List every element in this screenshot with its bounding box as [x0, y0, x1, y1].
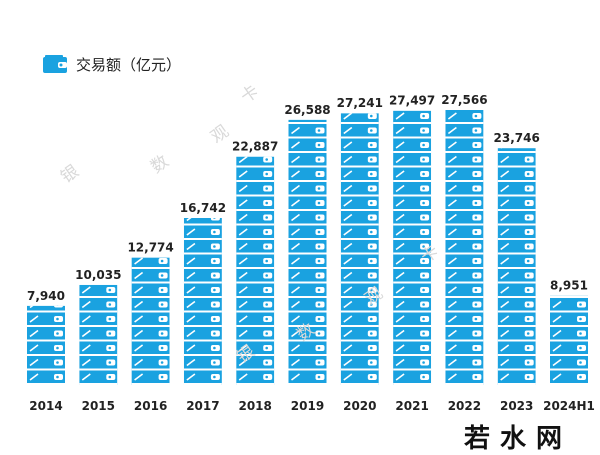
x-tick-label: 2020: [343, 399, 376, 413]
x-tick-label: 2018: [238, 399, 271, 413]
x-tick-label: 2022: [448, 399, 481, 413]
bar-2017: [183, 217, 222, 385]
chart-legend: 交易额（亿元）: [42, 52, 181, 76]
x-tick-label: 2015: [82, 399, 115, 413]
x-tick-label: 2016: [134, 399, 167, 413]
bar-2018: [236, 156, 275, 385]
bar-2014: [27, 305, 65, 385]
value-label: 8,951: [550, 279, 588, 293]
bar-2024H1: [550, 295, 588, 385]
brand-mark: 若水网: [463, 424, 572, 454]
x-tick-label: 2014: [29, 399, 62, 413]
value-label: 22,887: [232, 140, 278, 154]
bar-2022: [445, 110, 484, 385]
x-tick-label: 2023: [500, 399, 533, 413]
value-label: 27,241: [337, 96, 383, 110]
value-label: 16,742: [180, 201, 226, 215]
x-tick-label: 2019: [291, 399, 324, 413]
value-label: 7,940: [27, 289, 65, 303]
value-label: 27,497: [389, 94, 435, 108]
wallet-icon: [43, 55, 67, 73]
legend-label: 交易额（亿元）: [76, 55, 182, 74]
value-label: 10,035: [75, 268, 121, 282]
value-label: 26,588: [284, 103, 330, 117]
bar-2019: [288, 119, 327, 385]
x-tick-label: 2021: [395, 399, 428, 413]
x-tick-label: 2017: [186, 399, 219, 413]
bar-2021: [393, 110, 432, 385]
bar-2020: [340, 113, 379, 385]
bar-2015: [79, 284, 118, 385]
bar-2023: [497, 148, 536, 385]
value-label: 12,774: [127, 241, 173, 255]
x-tick-label: 2024H1: [543, 399, 595, 413]
value-label: 27,566: [441, 93, 487, 107]
bar-2016: [131, 257, 170, 385]
value-label: 23,746: [494, 131, 540, 145]
